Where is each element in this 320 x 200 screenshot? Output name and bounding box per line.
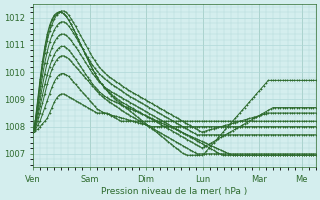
X-axis label: Pression niveau de la mer( hPa ): Pression niveau de la mer( hPa ) xyxy=(101,187,247,196)
